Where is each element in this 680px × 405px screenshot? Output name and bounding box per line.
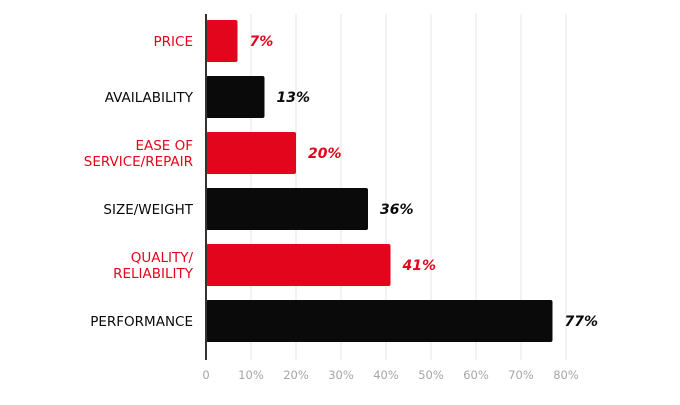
category-label: EASE OF SERVICE/REPAIR [84,138,193,170]
x-tick-label: 10% [238,368,264,382]
category-label: PRICE [154,34,193,50]
x-tick-label: 60% [463,368,489,382]
bar-5 [206,244,391,286]
x-tick-label: 30% [328,368,354,382]
value-label: 13% [277,90,311,106]
category-label: PERFORMANCE [90,314,193,330]
x-tick-label: 20% [283,368,309,382]
x-tick-label: 50% [418,368,444,382]
value-label: 77% [565,314,599,330]
x-tick-label: 80% [553,368,579,382]
category-label: AVAILABILITY [105,90,194,106]
bar-1 [206,20,238,62]
bar-2 [206,76,265,118]
value-label: 7% [250,34,274,50]
bar-3 [206,132,296,174]
category-label: QUALITY/RELIABILITY [113,250,194,282]
bar-4 [206,188,368,230]
value-label: 20% [308,146,342,162]
x-tick-label: 70% [508,368,534,382]
value-label: 36% [380,202,414,218]
x-tick-label: 40% [373,368,399,382]
category-label: SIZE/WEIGHT [103,202,193,218]
bar-6 [206,300,553,342]
x-tick-label: 0 [202,368,209,382]
value-label: 41% [402,258,437,274]
